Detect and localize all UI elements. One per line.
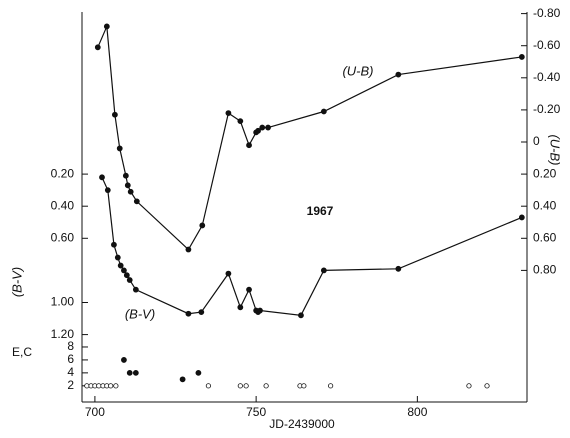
y-axis-label: (B-V) — [9, 267, 24, 297]
point — [116, 145, 123, 152]
y-tick-label: 0.60 — [51, 230, 75, 244]
y2-tick-label: 0 — [533, 134, 540, 148]
y-tick-label: 0.40 — [51, 198, 75, 212]
point — [225, 270, 232, 277]
point — [484, 383, 490, 389]
y2-tick-label: 0.60 — [533, 230, 557, 244]
point — [395, 71, 402, 78]
y2-tick-label: 0.20 — [533, 166, 557, 180]
point — [205, 383, 212, 389]
x-tick-label: 800 — [407, 405, 427, 419]
y-tick-label: 8 — [67, 339, 74, 353]
point — [84, 383, 90, 389]
annotation: 1967 — [307, 204, 334, 218]
y-tick-label: 4 — [67, 365, 74, 379]
point — [126, 369, 133, 376]
point — [123, 272, 130, 279]
point — [518, 54, 525, 60]
point — [195, 369, 202, 376]
point — [103, 23, 110, 30]
point — [132, 286, 139, 293]
y-tick-label: 2 — [67, 378, 74, 392]
point — [255, 127, 261, 134]
point — [126, 277, 133, 283]
point — [133, 198, 140, 205]
y2-tick-label: -0.60 — [533, 38, 561, 52]
y2-axis-label: (U-B) — [548, 134, 563, 165]
point — [263, 383, 269, 389]
point — [185, 246, 192, 253]
point — [117, 262, 124, 269]
point — [320, 108, 327, 115]
y-tick-label: 6 — [67, 352, 74, 366]
point — [395, 265, 402, 272]
y2-tick-label: 0.80 — [533, 263, 557, 277]
point — [185, 310, 192, 317]
y2-tick-label: -0.80 — [533, 6, 561, 20]
point — [111, 241, 117, 248]
point — [114, 254, 121, 261]
y2-tick-label: 0.40 — [533, 198, 557, 212]
point — [237, 383, 243, 389]
point — [113, 383, 119, 389]
y-axis-label: E,C — [12, 345, 32, 359]
x-axis-label: JD-2439000 — [269, 417, 335, 431]
y2-tick-label: -0.20 — [533, 102, 561, 116]
line — [101, 177, 523, 316]
point — [328, 383, 334, 389]
point — [124, 182, 131, 189]
point — [99, 174, 105, 181]
point — [225, 110, 232, 117]
point — [94, 44, 101, 51]
x-tick-label: 700 — [85, 405, 105, 419]
point — [198, 309, 205, 316]
point — [320, 267, 327, 274]
point — [466, 383, 472, 389]
point — [237, 118, 244, 125]
point — [111, 111, 118, 118]
y-tick-label: 1.20 — [51, 327, 75, 341]
series-label: (B-V) — [125, 306, 155, 321]
point — [246, 286, 252, 293]
y-tick-label: 1.00 — [51, 295, 75, 309]
point — [132, 369, 139, 376]
point — [122, 172, 129, 179]
series-label: (U-B) — [342, 63, 373, 78]
point — [121, 267, 127, 274]
point — [104, 187, 111, 194]
point — [121, 357, 127, 363]
y-tick-label: 0.20 — [51, 166, 75, 180]
point — [96, 383, 102, 389]
point — [179, 376, 186, 383]
x-tick-label: 750 — [246, 405, 266, 419]
point — [246, 142, 252, 149]
y2-tick-label: -0.40 — [533, 70, 561, 84]
point — [243, 383, 249, 389]
point — [199, 222, 206, 229]
point — [298, 312, 304, 319]
point — [257, 307, 263, 314]
point — [301, 383, 307, 389]
point — [259, 124, 266, 131]
point — [108, 383, 114, 389]
point — [265, 124, 271, 131]
point — [518, 214, 525, 221]
point — [237, 304, 244, 311]
point — [127, 188, 134, 195]
